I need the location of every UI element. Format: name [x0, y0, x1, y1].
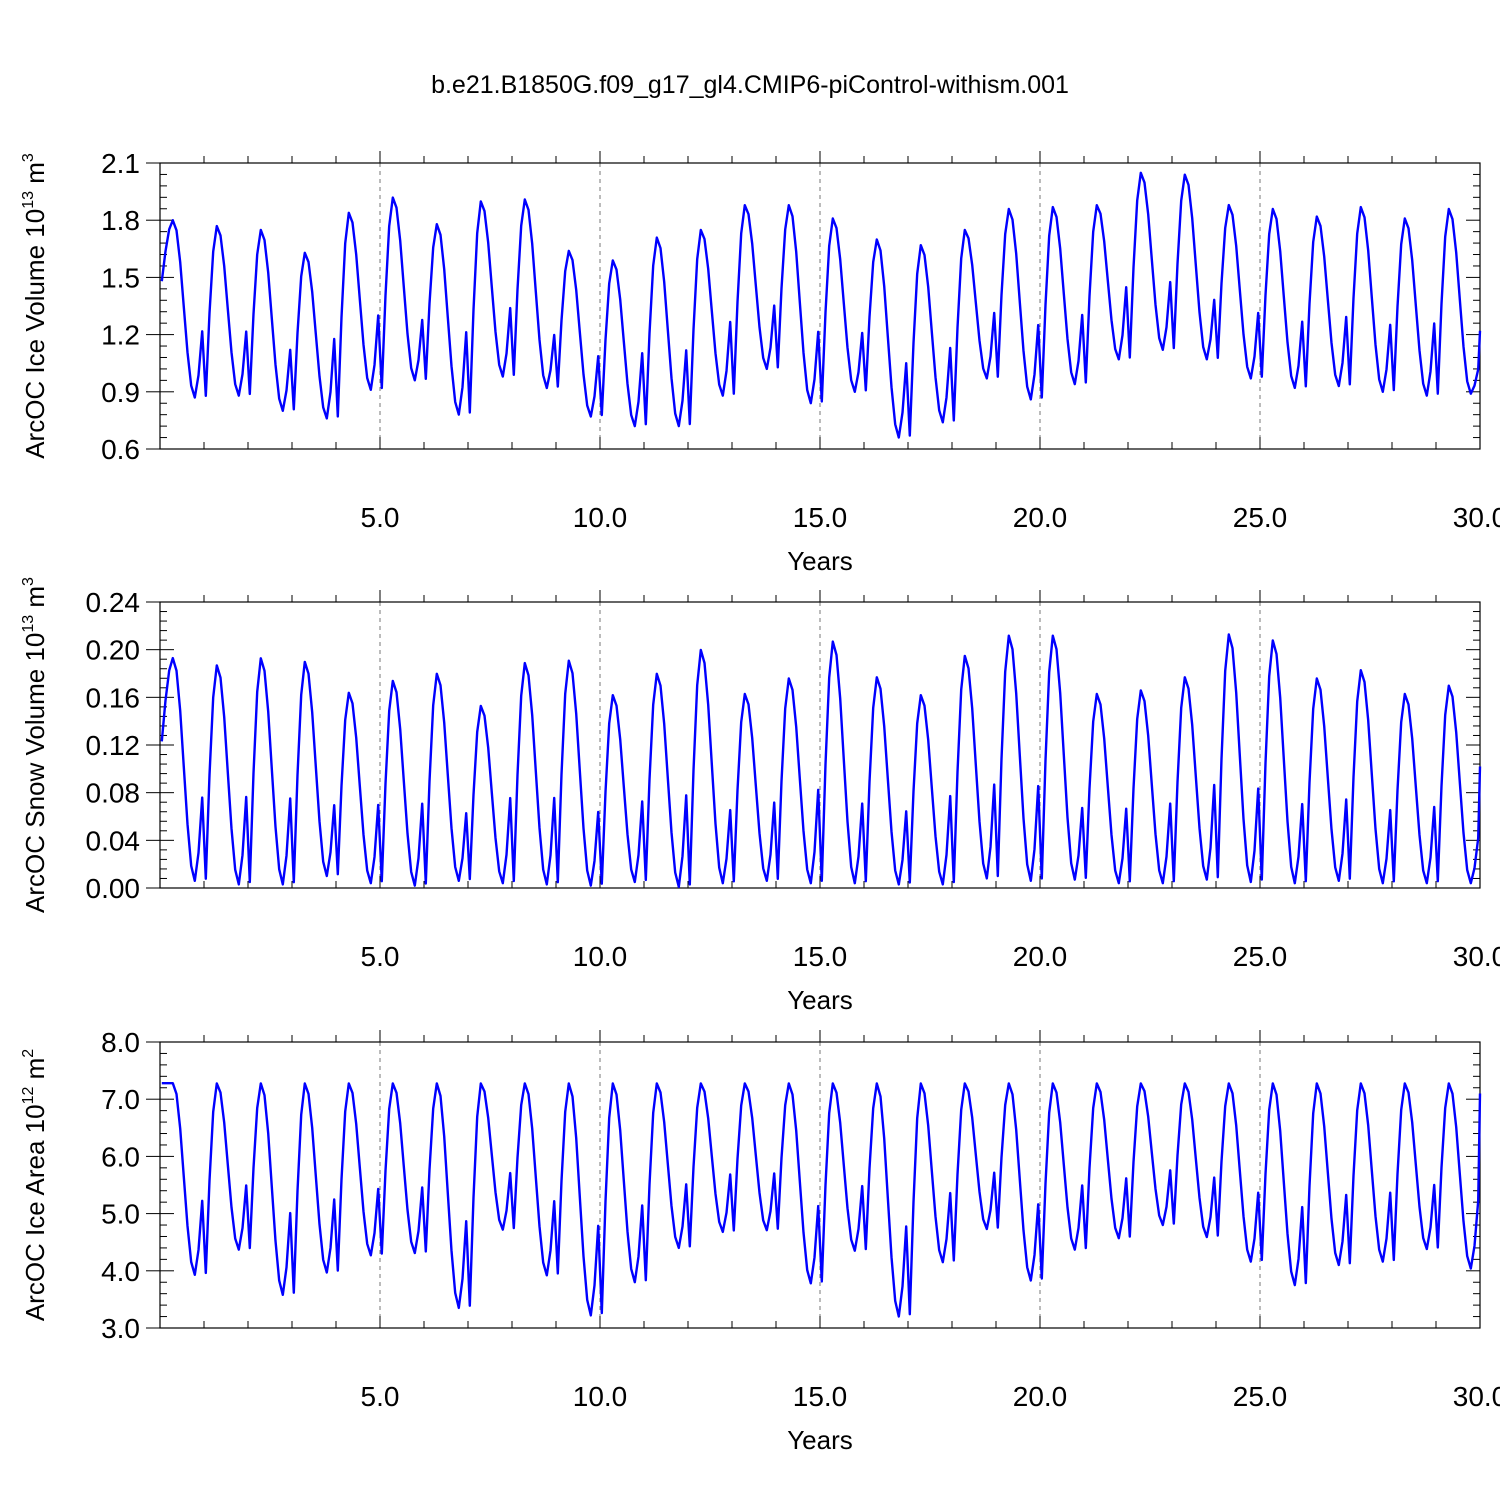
x-tick-label: 30.0: [1453, 502, 1500, 533]
panels: 0.60.91.21.51.82.15.0 10.0 15.0 20.0 25.0 30.…: [20, 148, 1500, 1455]
y-axis-title-unit: m: [20, 162, 50, 191]
y-tick-label: 8.0: [101, 1027, 140, 1058]
plot-frame: [159, 601, 1481, 889]
x-tick-label: 5.0: [361, 941, 400, 972]
y-tick-label: 0.04: [86, 825, 141, 856]
x-tick-label: 10.0: [573, 502, 628, 533]
x-tick-label: 5.0: [361, 502, 400, 533]
y-tick-label: 0.08: [86, 778, 141, 809]
x-tick-label: 25.0: [1233, 1381, 1288, 1412]
series-line-ice-volume: [160, 171, 1482, 439]
x-tick-label: 5.0: [361, 1381, 400, 1412]
series-line-snow-volume: [160, 633, 1482, 888]
y-tick-label: 0.16: [86, 682, 141, 713]
y-tick-label: 0.12: [86, 730, 141, 761]
x-tick-label: 30.0: [1453, 1381, 1500, 1412]
x-tick-label: 15.0: [793, 502, 848, 533]
y-tick-label: 0.00: [86, 873, 141, 904]
x-axis-title: Years: [787, 985, 853, 1015]
y-tick-label: 0.20: [86, 635, 141, 666]
y-axis-title-main: ArcOC Ice Volume 10: [20, 209, 50, 459]
x-axis-title: Years: [787, 1425, 853, 1455]
x-tick-label: 25.0: [1233, 941, 1288, 972]
y-tick-label: 1.8: [101, 205, 140, 236]
y-axis-title-main: ArcOC Ice Area 10: [20, 1104, 50, 1321]
y-axis-title: ArcOC Ice Area 1012 m2: [20, 1049, 50, 1321]
y-axis-title-main: ArcOC Snow Volume 10: [20, 633, 50, 913]
y-axis-title: ArcOC Snow Volume 1013 m3: [20, 577, 50, 913]
plot-frame: [159, 162, 1481, 450]
x-tick-label: 15.0: [793, 1381, 848, 1412]
y-axis-title-unit: m: [20, 1058, 50, 1087]
panel-snow-volume: 0.00 0.04 0.08 0.12 0.16 0.20 0.24 5.0 10.0 15.0 2…: [20, 577, 1500, 1015]
x-tick-label: 15.0: [793, 941, 848, 972]
y-axis-title-unit-exponent: 3: [20, 577, 37, 586]
y-tick-label: 4.0: [101, 1256, 140, 1287]
x-tick-label: 30.0: [1453, 941, 1500, 972]
figure-title: b.e21.B1850G.f09_g17_gl4.CMIP6-piControl…: [431, 71, 1069, 99]
panel-ice-area: 3.0 4.0 5.0 6.0 7.0 8.0 5.0 10.0 15.0 20.0 25.0 30.…: [20, 1027, 1500, 1455]
x-axis-title: Years: [787, 546, 853, 576]
y-axis-title-exponent: 13: [20, 615, 37, 633]
y-tick-label: 0.6: [101, 434, 140, 465]
x-tick-label: 10.0: [573, 941, 628, 972]
y-tick-label: 0.24: [86, 587, 141, 618]
y-tick-label: 7.0: [101, 1084, 140, 1115]
x-tick-label: 20.0: [1013, 502, 1068, 533]
y-tick-label: 1.5: [101, 262, 140, 293]
y-tick-label: 0.9: [101, 377, 140, 408]
x-tick-label: 20.0: [1013, 1381, 1068, 1412]
y-axis-title-unit: m: [20, 586, 50, 615]
y-axis-title-exponent: 13: [20, 191, 37, 209]
x-tick-label: 10.0: [573, 1381, 628, 1412]
y-axis-title-exponent: 12: [20, 1087, 37, 1105]
y-tick-label: 6.0: [101, 1141, 140, 1172]
y-tick-label: 1.2: [101, 320, 140, 351]
x-tick-label: 25.0: [1233, 502, 1288, 533]
plot-frame: [159, 1041, 1481, 1329]
y-axis-title-unit-exponent: 3: [20, 153, 37, 162]
y-tick-label: 2.1: [101, 148, 140, 179]
series-line-ice-area: [161, 1082, 1482, 1318]
y-tick-label: 5.0: [101, 1199, 140, 1230]
x-tick-label: 20.0: [1013, 941, 1068, 972]
y-tick-label: 3.0: [101, 1313, 140, 1344]
panel-ice-volume: 0.6 0.9 1.2 1.5 1.8 2.1 5.0 10.0 15.0 20.0 25.0 30.…: [20, 148, 1500, 576]
y-axis-title: ArcOC Ice Volume 1013 m3: [20, 153, 50, 459]
y-axis-title-unit-exponent: 2: [20, 1049, 37, 1058]
